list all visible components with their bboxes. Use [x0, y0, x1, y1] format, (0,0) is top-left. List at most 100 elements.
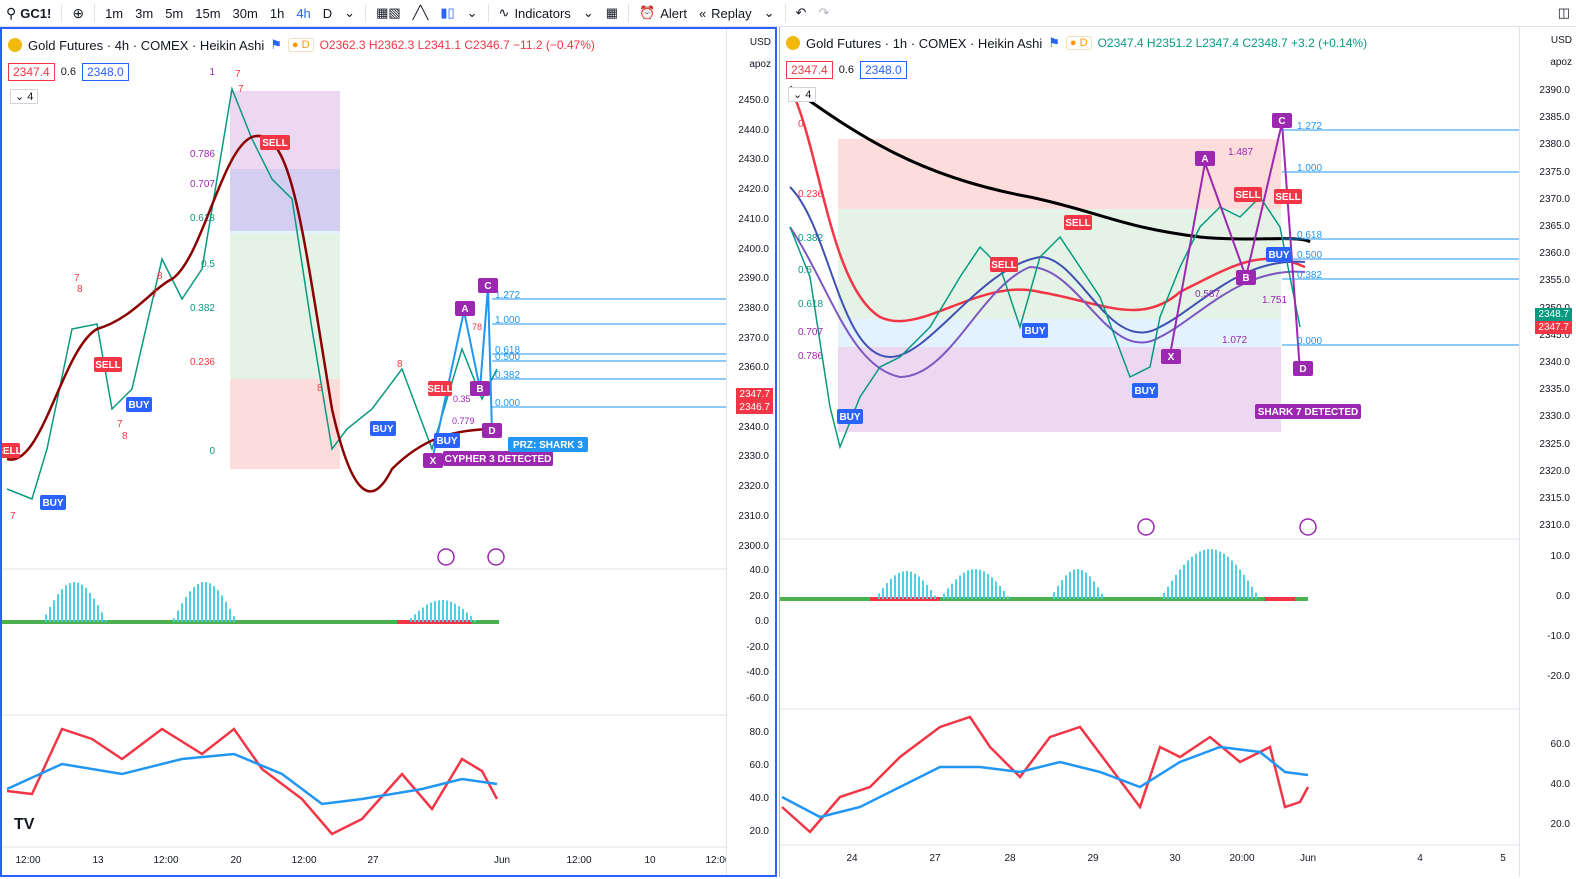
buy-label: BUY [372, 424, 393, 435]
divider [365, 4, 367, 22]
moving-average-purple-line [789, 226, 1306, 379]
x-tick-label: 12:00 [566, 855, 591, 866]
indicator-tick-label: 0.0 [1556, 591, 1570, 602]
indicators-dropdown[interactable]: ⌄ [577, 0, 600, 26]
y-tick-label: 2310.0 [1539, 520, 1570, 532]
interval-15m[interactable]: 15m [195, 5, 221, 21]
left-chart-canvas[interactable]: 1 0.786 0.707 0.618 0.5 0.382 0.236 0 1.272 1.000… [2, 29, 775, 875]
right-chart-canvas[interactable]: 0 0.236 0.382 0.5 0.618 0.707 0.786 1.272 1.000 0… [780, 27, 1576, 877]
right-indicator-collapse[interactable]: ⌄ 4 [788, 87, 817, 102]
chevron-down-icon: ⌄ [763, 5, 775, 20]
pattern-fib-label: 0.000 [495, 398, 520, 409]
y-tick-label: 2320.0 [738, 481, 769, 493]
x-tick-label: 20:00 [1229, 853, 1254, 864]
right-sell-price[interactable]: 2347.4 [786, 61, 833, 79]
sell-label: SELL [262, 138, 288, 149]
fib-level-label: 0.786 [190, 149, 215, 160]
buy-label-bg [370, 421, 396, 436]
layout-button[interactable]: ▦ [600, 0, 624, 26]
left-price-box: 2347.4 0.6 2348.0 [8, 63, 129, 81]
right-buy-price[interactable]: 2348.0 [860, 61, 907, 79]
y-tick-label: 2400.0 [738, 243, 769, 255]
interval-3m[interactable]: 3m [135, 5, 154, 21]
x-tick-label: 27 [929, 853, 941, 864]
pattern-point-x: X [1168, 352, 1175, 363]
replay-dropdown[interactable]: ⌄ [758, 0, 781, 26]
interval-dropdown[interactable]: ⌄ [338, 0, 361, 26]
divider [784, 4, 786, 22]
chart-type-dropdown[interactable]: ⌄ [461, 0, 484, 26]
y-tick-label: 2340.0 [1539, 357, 1570, 368]
left-currency[interactable]: USD [749, 37, 771, 48]
right-price-axis[interactable]: USD apoz 2390.0 2385.0 2380.0 2375.0 2370.0 2… [1519, 27, 1576, 877]
fib-level-label: 0.382 [798, 233, 823, 244]
y-tick-label: 2320.0 [1539, 465, 1570, 477]
sell-label-bg [990, 257, 1018, 272]
compare-button[interactable]: ⊕ [66, 0, 90, 26]
heikin-ashi-button[interactable]: ▮▯ [434, 0, 460, 26]
y-tick-label: 2370.0 [738, 332, 769, 344]
delayed-badge: ● D [287, 38, 314, 52]
alert-button[interactable]: ⏰ Alert [633, 0, 693, 26]
right-chart-title: Gold Futures · 1h · COMEX · Heikin Ashi [806, 35, 1043, 51]
interval-1h[interactable]: 1h [269, 5, 285, 21]
x-tick-label: 12:00 [15, 855, 40, 866]
divider [487, 4, 489, 22]
last-price-tag: 2348.7 [1535, 308, 1572, 321]
left-sell-price[interactable]: 2347.4 [8, 63, 55, 81]
indicator-tick-label: -60.0 [746, 692, 769, 704]
fib-zone-red [838, 139, 1281, 209]
interval-4h[interactable]: 4h [296, 5, 311, 21]
chart-type-button[interactable]: ╱╲ [407, 0, 435, 26]
fib-level-label: 0.707 [798, 327, 823, 338]
left-collapse-count: 4 [27, 91, 34, 103]
divider [94, 4, 96, 22]
buy-label-bg [837, 409, 863, 424]
interval-30m[interactable]: 30m [232, 5, 258, 21]
redo-button[interactable]: ↷ [812, 0, 835, 26]
left-chart-panel[interactable]: Gold Futures · 4h · COMEX · Heikin Ashi … [0, 27, 777, 877]
macd-histogram-positive [878, 571, 936, 599]
panel-toggle-button[interactable]: ◫ [1552, 0, 1576, 26]
indicator-tick-label: 60.0 [749, 760, 769, 771]
macd-histogram-positive [45, 582, 235, 622]
sell-label: SELL [427, 384, 453, 395]
replay-button[interactable]: « Replay [693, 0, 758, 26]
pattern-detected-label-bg [443, 451, 553, 466]
price-line [789, 195, 1301, 450]
indicator-tick-label: 60.0 [1550, 739, 1570, 750]
symbol-search[interactable]: ⚲ GC1! [0, 0, 57, 26]
sequence-count: 7 [152, 289, 158, 300]
buy-label-bg [126, 397, 152, 412]
interval-1m[interactable]: 1m [105, 5, 124, 21]
pattern-point-a-bg [1195, 151, 1215, 166]
right-scale[interactable]: apoz [1550, 57, 1572, 68]
bars-style-button[interactable]: ▦▧ [370, 0, 407, 26]
flag-icon[interactable]: ⚑ [1048, 35, 1060, 50]
last-price-tag: 2347.7 [736, 388, 773, 401]
heikin-ashi-icon: ▮▯ [440, 5, 455, 20]
rsi-slow-line [6, 752, 498, 806]
indicators-button[interactable]: ∿ Indicators [493, 0, 577, 26]
left-indicator-collapse[interactable]: ⌄ 4 [10, 89, 39, 104]
left-price-axis[interactable]: USD apoz 2450.0 2440.0 2430.0 2420.0 2410.0 2… [726, 29, 775, 875]
right-chart-panel[interactable]: Gold Futures · 1h · COMEX · Heikin Ashi … [779, 27, 1576, 877]
divider [61, 4, 63, 22]
sell-label-bg [1234, 187, 1262, 202]
replay-label: Replay [711, 5, 752, 21]
grid-icon: ▦ [605, 5, 619, 20]
sell-label: SELL [1275, 192, 1301, 203]
pattern-point-a: A [1201, 154, 1208, 165]
flag-icon[interactable]: ⚑ [270, 37, 282, 52]
pattern-fib-label: 0.500 [1297, 250, 1322, 261]
left-scale[interactable]: apoz [749, 59, 771, 70]
interval-5m[interactable]: 5m [165, 5, 184, 21]
x-tick-label: 29 [1087, 853, 1099, 864]
pattern-ratio: 1.072 [1222, 335, 1247, 346]
pattern-point-d-bg [482, 423, 502, 438]
right-currency[interactable]: USD [1550, 35, 1572, 46]
undo-button[interactable]: ↶ [790, 0, 813, 26]
indicator-tick-label: 80.0 [749, 727, 769, 738]
left-buy-price[interactable]: 2348.0 [82, 63, 129, 81]
interval-d[interactable]: D [322, 5, 333, 21]
